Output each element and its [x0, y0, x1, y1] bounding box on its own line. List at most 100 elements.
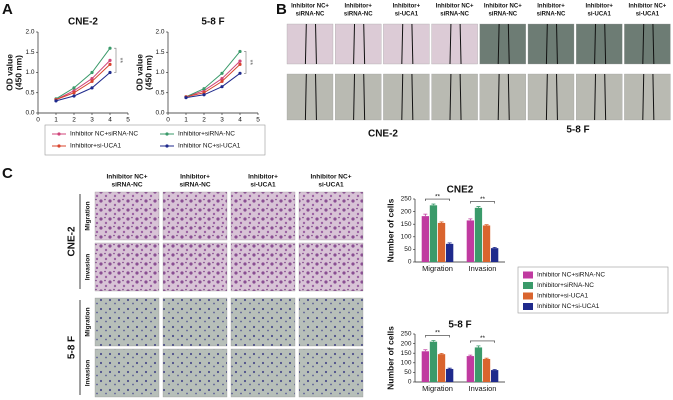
series-line [55, 47, 111, 100]
y-axis-label: OD value [4, 54, 14, 91]
wound-image [527, 73, 575, 121]
transwell-image [230, 348, 296, 398]
wound-edge [507, 23, 510, 65]
y-tick-label: 0.5 [25, 89, 34, 96]
legend-swatch [57, 132, 61, 136]
legend-label: Inhibitor NC+siRNA-NC [537, 272, 605, 279]
bar [482, 358, 491, 382]
series-line [185, 64, 241, 98]
point [72, 91, 76, 95]
wound-edge [459, 73, 462, 121]
wound-image [431, 73, 478, 121]
column-header: Inhibitor NC+ [291, 4, 329, 10]
error-bar [423, 349, 428, 352]
point [238, 59, 242, 63]
wound-edge [315, 23, 317, 65]
wound-edge [497, 73, 500, 121]
x-tick-label: Invasion [469, 264, 497, 273]
bar [437, 222, 446, 262]
chart-title: 5-8 F [448, 320, 471, 331]
transwell-image [230, 242, 296, 292]
transwell-image [162, 348, 228, 398]
point [72, 86, 76, 90]
wound-edge [304, 23, 307, 65]
y-tick-label: 1.5 [155, 49, 164, 56]
bar [466, 220, 474, 262]
wound-image [527, 23, 575, 65]
transwell-image [162, 242, 228, 292]
y-tick-label: 50 [404, 369, 412, 376]
error-bar [439, 221, 444, 223]
point [184, 96, 188, 100]
y-tick-label: 0.5 [155, 89, 164, 96]
wound-edge [401, 73, 404, 121]
series-line [55, 59, 111, 101]
x-tick-label: Invasion [469, 384, 497, 393]
x-tick-label: 4 [238, 117, 242, 124]
column-header: si-UCA1 [636, 12, 660, 18]
wound-edge [652, 23, 655, 65]
error-bar [476, 206, 481, 208]
error-bar [431, 340, 436, 342]
series-line [185, 60, 241, 98]
wound-edge [459, 23, 462, 65]
bar [474, 207, 483, 262]
wound-edge [353, 23, 356, 65]
error-bar [492, 246, 497, 249]
x-tick-label: 1 [184, 117, 188, 124]
point [72, 94, 76, 98]
error-bar [484, 224, 489, 226]
bar [446, 243, 454, 262]
column-header: si-UCA1 [250, 182, 276, 189]
significance-bracket [425, 198, 450, 202]
transwell-image [94, 242, 160, 292]
legend-box [44, 124, 266, 156]
panel-label: C [2, 165, 13, 182]
legend-swatch [523, 303, 533, 310]
wound-image [576, 73, 623, 121]
point [108, 46, 112, 50]
point [202, 87, 206, 91]
wound-image [576, 23, 623, 65]
transwell-image [94, 191, 160, 241]
y-tick-label: 200 [401, 340, 412, 347]
point [108, 70, 112, 75]
cell-line-label: 5-8 F [67, 336, 78, 359]
chart-title: 5-8 F [201, 17, 224, 28]
point [220, 85, 224, 89]
wound-edge [353, 73, 356, 121]
wound-image [383, 73, 430, 121]
bar [466, 356, 474, 382]
column-header: Inhibitor NC+ [311, 174, 352, 181]
point [90, 86, 94, 90]
chart-title: CNE2 [447, 185, 474, 196]
wound-image [431, 23, 478, 65]
wound-edge [545, 23, 548, 65]
legend-label: Inhibitor NC+si-UCA1 [178, 143, 241, 150]
significance-bracket [114, 47, 117, 73]
bar [429, 205, 438, 262]
wound-edge [507, 73, 510, 121]
bar [491, 248, 499, 262]
bar [446, 368, 454, 382]
column-header: si-UCA1 [588, 12, 612, 18]
y-axis-label: OD value [134, 54, 144, 91]
y-axis-label: Number of cells [385, 198, 395, 262]
wound-edge [363, 23, 366, 65]
point [238, 62, 242, 66]
column-header: siRNA-NC [537, 12, 566, 18]
error-bar [468, 354, 473, 357]
significance-label: ** [246, 60, 253, 66]
y-tick-label: 1.0 [155, 69, 164, 76]
y-tick-label: 150 [401, 221, 412, 228]
assay-label: Migration [85, 201, 92, 230]
x-tick-label: 0 [36, 117, 40, 124]
x-tick-label: 5 [256, 117, 260, 124]
legend-label: Inhibitor+siRNA-NC [178, 131, 235, 138]
column-header: siRNA-NC [111, 182, 142, 189]
wound-edge [604, 23, 607, 65]
transwell-image [230, 297, 296, 347]
point [90, 70, 94, 75]
legend-swatch [57, 144, 61, 148]
